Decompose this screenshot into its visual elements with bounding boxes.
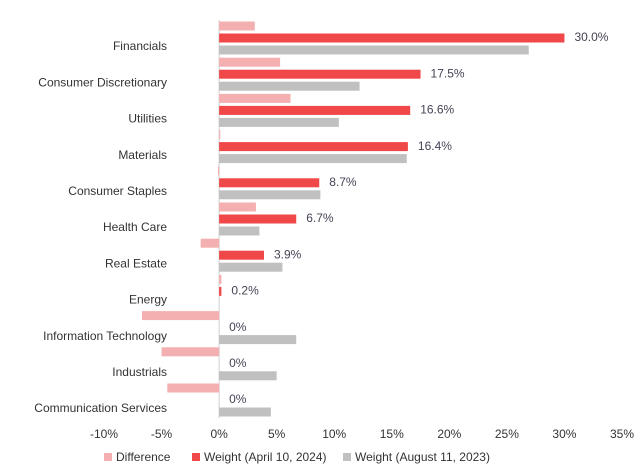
x-tick-label: 10%: [322, 427, 346, 441]
y-tick-label: Industrials: [112, 365, 167, 379]
legend-swatch: [104, 453, 112, 461]
bar: [200, 238, 220, 248]
bar: [219, 154, 407, 164]
bar: [219, 33, 565, 43]
bar: [219, 117, 339, 127]
data-label: 0.2%: [231, 284, 259, 298]
y-tick-label: Consumer Discretionary: [38, 75, 167, 89]
legend-label: Weight (August 11, 2023): [355, 450, 490, 464]
bar: [219, 371, 277, 381]
x-tick-label: -10%: [90, 427, 118, 441]
y-tick-label: Real Estate: [105, 256, 167, 270]
y-tick-label: Communication Services: [34, 401, 167, 415]
x-tick-label: 5%: [268, 427, 286, 441]
bar: [219, 105, 411, 115]
y-tick-label: Consumer Staples: [68, 184, 167, 198]
legend-swatch: [192, 453, 200, 461]
bar: [219, 286, 222, 296]
x-tick-label: 0%: [210, 427, 228, 441]
y-tick-label: Energy: [129, 293, 167, 307]
bar: [219, 57, 281, 67]
x-tick-label: 15%: [380, 427, 404, 441]
bar: [219, 214, 297, 224]
data-label: 0%: [229, 392, 247, 406]
bar: [219, 407, 271, 417]
bar: [219, 250, 265, 260]
bar: [217, 166, 220, 176]
y-tick-label: Utilities: [128, 112, 167, 126]
bar: [219, 21, 255, 31]
bar: [219, 190, 321, 200]
x-tick-label: 30%: [552, 427, 576, 441]
legend-label: Difference: [116, 450, 171, 464]
bar: [219, 335, 297, 345]
y-tick-label: Information Technology: [43, 329, 167, 343]
x-tick-label: 35%: [610, 427, 634, 441]
bar: [219, 262, 283, 272]
legend-swatch: [343, 453, 351, 461]
data-label: 0%: [229, 320, 247, 334]
x-tick-label: -5%: [151, 427, 173, 441]
data-label: 3.9%: [274, 247, 302, 261]
data-label: 8.7%: [329, 175, 357, 189]
legend-label: Weight (April 10, 2024): [204, 450, 327, 464]
data-label: 30.0%: [574, 30, 608, 44]
bar: [219, 81, 360, 91]
x-tick-label: 25%: [495, 427, 519, 441]
bar: [219, 202, 256, 212]
data-label: 6.7%: [306, 211, 334, 225]
data-label: 0%: [229, 356, 247, 370]
bar: [167, 383, 220, 393]
y-tick-label: Financials: [113, 39, 167, 53]
bar: [219, 93, 291, 103]
y-tick-label: Health Care: [103, 220, 167, 234]
data-label: 16.6%: [420, 103, 454, 117]
data-label: 17.5%: [431, 66, 465, 80]
bar: [219, 142, 408, 152]
bar: [219, 226, 260, 236]
bar: [219, 178, 320, 188]
bar: [219, 130, 221, 140]
x-tick-label: 20%: [437, 427, 461, 441]
bar: [161, 347, 220, 357]
bar: [219, 69, 421, 79]
bar: [219, 45, 529, 55]
bar: [219, 274, 222, 284]
y-tick-label: Materials: [118, 148, 167, 162]
bar: [141, 311, 220, 321]
data-label: 16.4%: [418, 139, 452, 153]
